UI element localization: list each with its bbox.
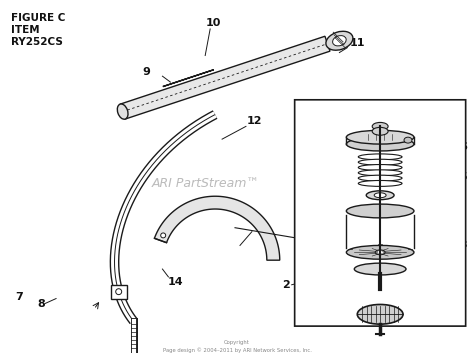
FancyBboxPatch shape	[295, 100, 465, 326]
Ellipse shape	[118, 104, 128, 119]
Text: 11: 11	[349, 38, 365, 48]
Ellipse shape	[346, 204, 414, 218]
Text: 5: 5	[459, 172, 466, 182]
Polygon shape	[163, 70, 214, 87]
Text: RY252CS: RY252CS	[11, 37, 63, 47]
Text: 8: 8	[37, 300, 45, 310]
Polygon shape	[120, 36, 330, 119]
Ellipse shape	[358, 175, 402, 181]
Ellipse shape	[358, 165, 402, 170]
Ellipse shape	[326, 31, 353, 50]
Text: 13: 13	[254, 221, 270, 231]
Text: 6: 6	[459, 142, 466, 152]
Ellipse shape	[346, 130, 414, 144]
Text: ARI PartStream™: ARI PartStream™	[151, 177, 259, 190]
Ellipse shape	[404, 137, 412, 143]
Text: 7: 7	[16, 292, 23, 302]
Text: 1: 1	[459, 309, 466, 319]
Text: 9: 9	[143, 67, 150, 77]
Text: Copyright
Page design © 2004–2011 by ARI Network Services, Inc.: Copyright Page design © 2004–2011 by ARI…	[163, 340, 311, 353]
Text: 14: 14	[167, 277, 183, 287]
Ellipse shape	[374, 193, 386, 198]
Ellipse shape	[372, 122, 388, 130]
Ellipse shape	[346, 245, 414, 259]
Text: 3: 3	[459, 240, 466, 250]
Text: ITEM: ITEM	[11, 25, 40, 35]
Ellipse shape	[366, 191, 394, 200]
Bar	[111, 285, 127, 298]
Ellipse shape	[346, 137, 414, 151]
Ellipse shape	[358, 159, 402, 165]
Text: 10: 10	[205, 18, 221, 28]
Ellipse shape	[161, 233, 166, 238]
Polygon shape	[155, 196, 280, 260]
Ellipse shape	[116, 289, 122, 295]
Text: FIGURE C: FIGURE C	[11, 13, 66, 23]
Ellipse shape	[372, 127, 388, 135]
Text: 2: 2	[282, 280, 290, 290]
Text: 4: 4	[310, 203, 318, 213]
Ellipse shape	[358, 181, 402, 186]
Ellipse shape	[358, 154, 402, 160]
Text: 12: 12	[247, 116, 263, 126]
Ellipse shape	[354, 263, 406, 275]
Ellipse shape	[375, 250, 385, 255]
Ellipse shape	[358, 170, 402, 176]
Ellipse shape	[333, 36, 346, 46]
Ellipse shape	[357, 305, 403, 324]
